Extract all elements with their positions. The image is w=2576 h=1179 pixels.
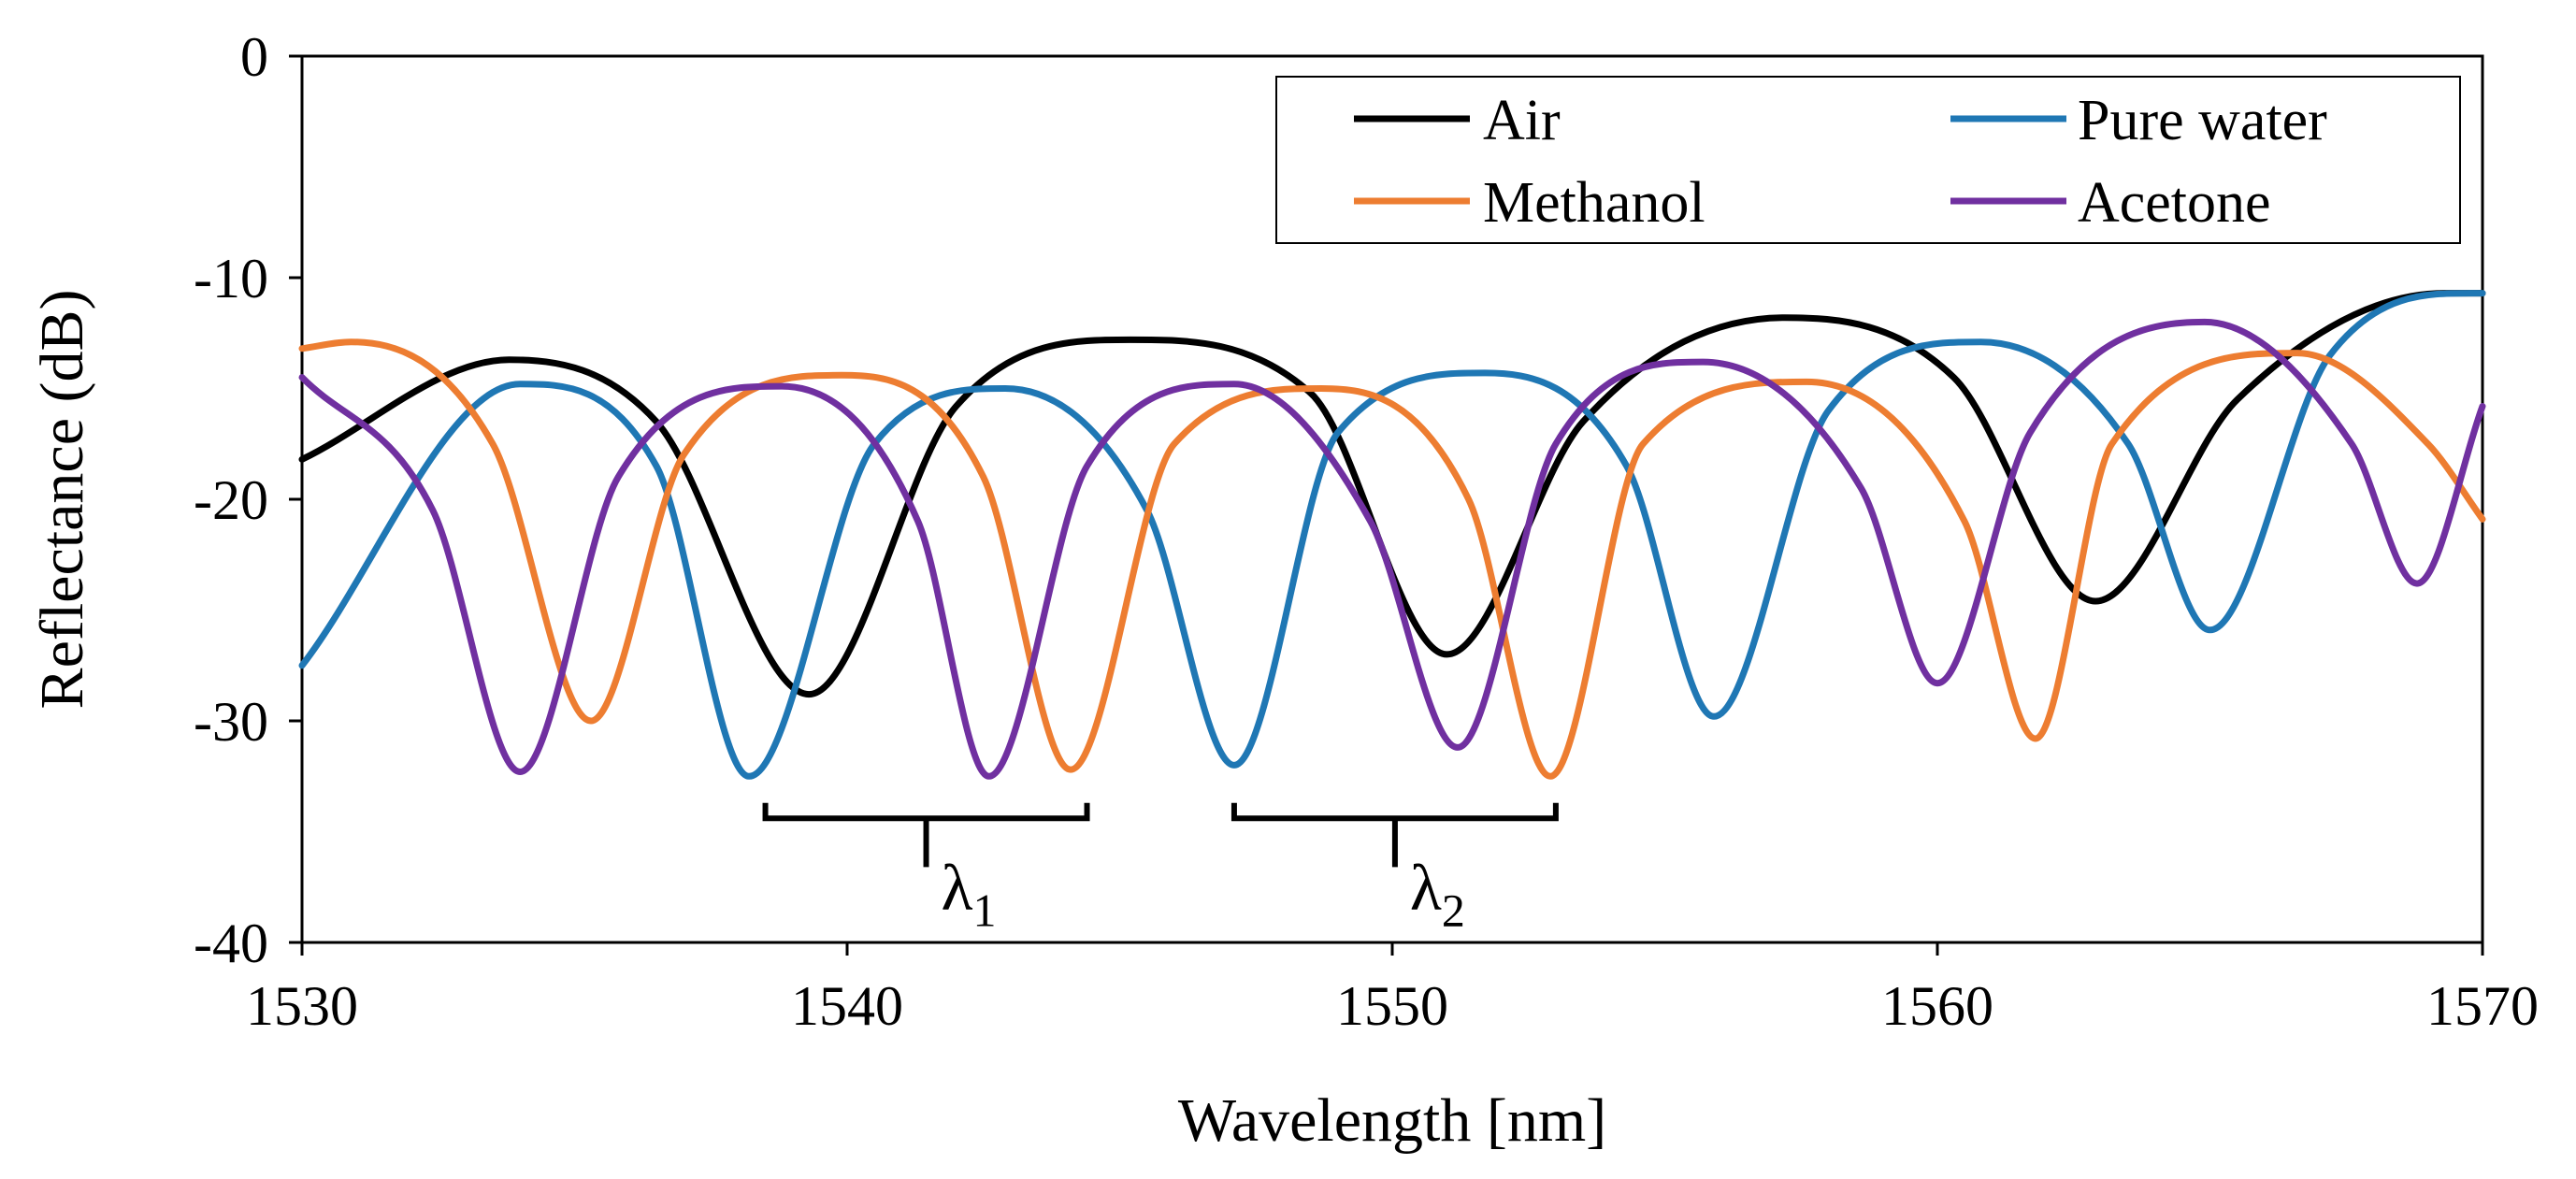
legend: Air Pure water Methanol Acetone <box>1275 76 2461 244</box>
brace-2 <box>1230 802 1559 868</box>
series-line-acetone <box>298 318 2486 780</box>
legend-label-acetone: Acetone <box>2078 171 2271 235</box>
y-tick-label-40: -40 <box>194 913 268 974</box>
x-tick-label-1530: 1530 <box>246 975 358 1037</box>
y-axis-title: Reflectance (dB) <box>28 290 96 710</box>
series-line-methanol <box>298 338 2486 780</box>
x-axis-title: Wavelength [nm] <box>1178 1086 1606 1155</box>
series-line-pure-water <box>298 290 2486 780</box>
x-axis-ticks: 1530 1540 1550 1560 1570 <box>246 942 2539 1037</box>
x-tick-label-1550: 1550 <box>1336 975 1448 1037</box>
series-line-air <box>298 290 2486 698</box>
x-tick-label-1570: 1570 <box>2426 975 2539 1037</box>
x-tick-label-1540: 1540 <box>791 975 903 1037</box>
legend-label-pure-water: Pure water <box>2078 89 2327 152</box>
annotation-layer: λ1 λ2 <box>762 802 1559 936</box>
lambda-label-1: λ1 <box>942 852 997 936</box>
legend-label-methanol: Methanol <box>1483 171 1705 235</box>
y-tick-label-0: 0 <box>240 26 268 88</box>
lambda-label-2: λ2 <box>1410 852 1465 936</box>
brace-1 <box>762 802 1090 868</box>
y-axis-ticks: 0 -10 -20 -30 -40 <box>194 26 302 974</box>
y-tick-label-20: -20 <box>194 469 268 531</box>
x-tick-label-1560: 1560 <box>1881 975 1993 1037</box>
series-layer <box>298 290 2486 780</box>
legend-box <box>1275 76 2461 244</box>
y-tick-label-10: -10 <box>194 248 268 309</box>
legend-label-air: Air <box>1483 89 1561 152</box>
y-tick-label-30: -30 <box>194 691 268 753</box>
